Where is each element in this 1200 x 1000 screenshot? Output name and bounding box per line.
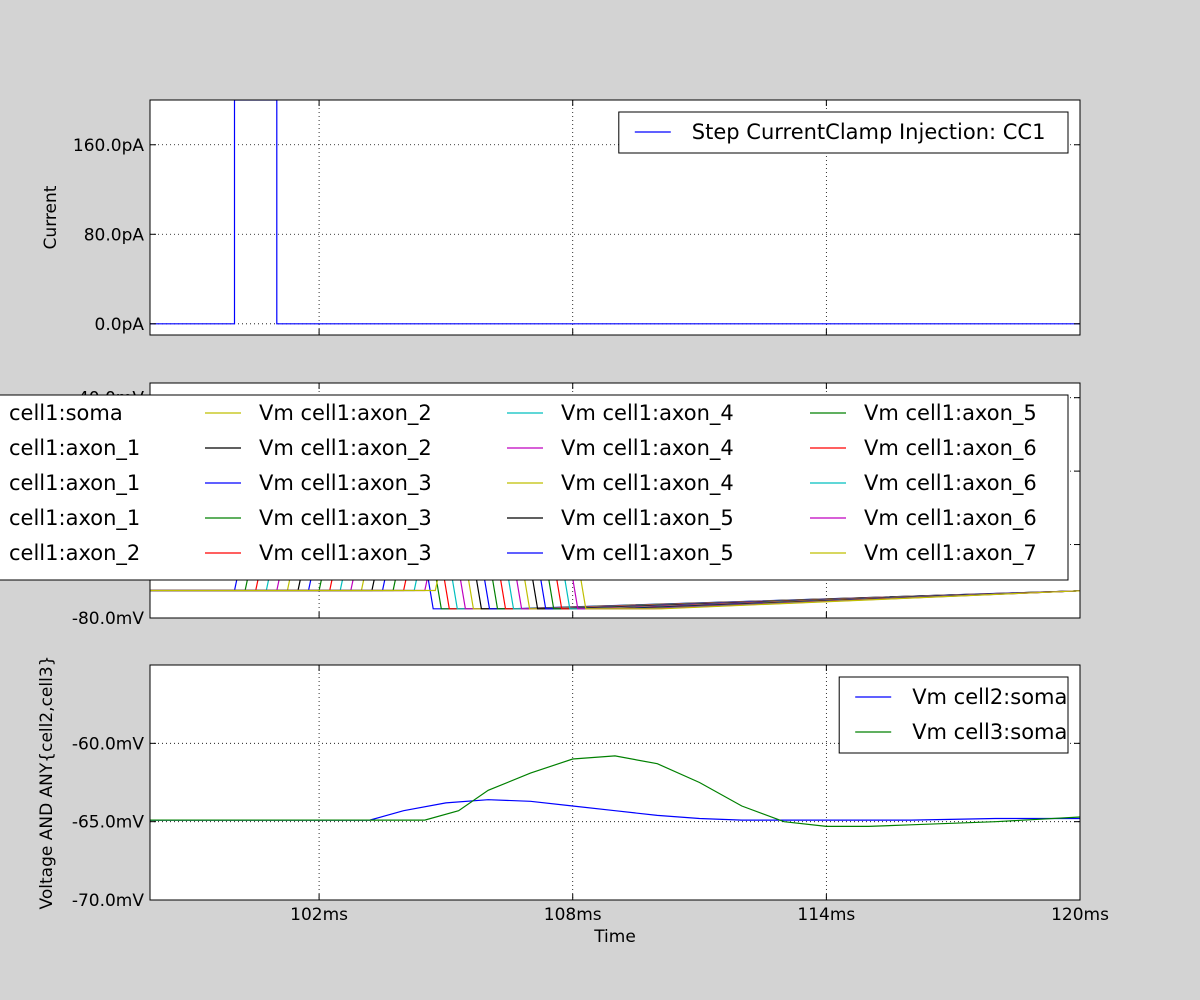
x-tick-label: 120ms [1051, 905, 1109, 925]
series-line-soma-0 [150, 799, 1080, 821]
panel-soma: -70.0mV -65.0mV -60.0mV 102ms 108ms 114ms 120m… [37, 656, 1109, 947]
legend-label: Vm cell1:axon_3 [259, 541, 432, 566]
legend-label: Vm cell1:axon_4 [561, 401, 734, 426]
legend-label: Vm cell2:soma [912, 685, 1067, 709]
legend-label: Vm cell1:axon_3 [259, 471, 432, 496]
y-tick-label: -80.0mV [72, 609, 145, 629]
legend-label: Vm cell1:axon_2 [259, 401, 432, 426]
axes-frame-current [149, 99, 1081, 336]
y-tick-label: 160.0pA [73, 136, 144, 156]
legend-label: Vm cell1:axon_5 [561, 506, 734, 531]
y-tick-label: 0.0pA [95, 315, 145, 335]
legend-label: Vm cell1:axon_4 [561, 436, 734, 461]
legend-label: cell1:axon_1 [9, 506, 140, 531]
y-tick-label: -60.0mV [72, 734, 145, 754]
x-tick-label: 102ms [290, 905, 348, 925]
series-line-current-0 [150, 100, 1080, 325]
x-axis-label: Time [593, 927, 636, 947]
panel-axon: -80.0mV40.0mVcell1:somacell1:axon_1cell1… [0, 382, 1081, 629]
axes-frame-soma [149, 664, 1081, 901]
series-group [150, 755, 1080, 827]
legend-box [0, 394, 1069, 581]
y-axis-label: Voltage AND ANY{cell2,cell3} [37, 656, 57, 910]
legend-box [838, 676, 1069, 754]
legend-label: Vm cell1:axon_5 [561, 541, 734, 566]
y-tick-label: -65.0mV [72, 813, 145, 833]
panel-current: 0.0pA 80.0pA 160.0pA Current Step CurrentCla… [41, 99, 1081, 336]
x-tick-label: 108ms [544, 905, 602, 925]
legend-label: cell1:soma [9, 401, 123, 425]
legend-label: Vm cell1:axon_6 [864, 471, 1037, 496]
series-line-soma-1 [150, 755, 1080, 827]
legend-label: Vm cell1:axon_3 [259, 506, 432, 531]
legend-label: Vm cell1:axon_7 [864, 541, 1037, 566]
legend-label: Vm cell1:axon_6 [864, 436, 1037, 461]
legend-axon: cell1:soma cell1:axon_1 cell1:axon_1 cell1:… [0, 394, 1069, 581]
panels: 0.0pA 80.0pA 160.0pA Current Step CurrentCla… [0, 99, 1109, 947]
legend-current: Step CurrentClamp Injection: CC1 [618, 111, 1069, 154]
legend-label: Vm cell3:soma [912, 720, 1067, 744]
legend-label: Vm cell1:axon_2 [259, 436, 432, 461]
legend-label: cell1:axon_2 [9, 541, 140, 566]
legend-label: cell1:axon_1 [9, 471, 140, 496]
legend-label: Vm cell1:axon_5 [864, 401, 1037, 426]
legend-label: cell1:axon_1 [9, 436, 140, 461]
legend-box [618, 111, 1069, 154]
legend-label: Vm cell1:axon_6 [864, 506, 1037, 531]
y-tick-label: -70.0mV [72, 891, 145, 911]
x-tick-label: 114ms [797, 905, 855, 925]
legend-label: Step CurrentClamp Injection: CC1 [692, 120, 1046, 144]
y-tick-label: 80.0pA [84, 225, 145, 245]
legend-label: Vm cell1:axon_4 [561, 471, 734, 496]
legend-soma: Vm cell2:soma Vm cell3:soma [838, 676, 1069, 754]
series-group [150, 100, 1080, 325]
y-axis-label: Current [41, 185, 61, 249]
